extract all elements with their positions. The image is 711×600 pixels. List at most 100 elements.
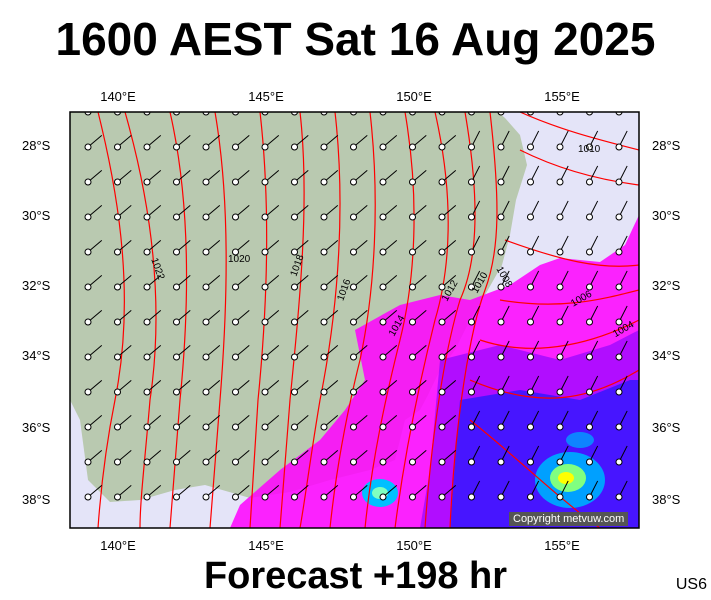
wind-barb-stem [294,112,296,113]
wind-station [379,388,387,396]
wind-station [291,318,298,326]
lon-label-top: 150°E [396,89,432,104]
wind-station [409,178,416,186]
wind-station [468,248,475,256]
wind-barb-stem [442,112,443,113]
wind-station [291,493,298,501]
wind-barb-stem [206,112,207,113]
wind-station [497,458,505,466]
wind-station [320,213,328,221]
wind-station [261,458,269,466]
wind-station [527,248,534,256]
wind-station [261,353,269,361]
wind-station [556,213,564,221]
wind-station [261,283,269,291]
wind-station [232,178,239,186]
wind-station [497,248,505,256]
wind-station [438,213,446,221]
wind-station [379,248,387,256]
wind-station [232,353,239,361]
lon-label-top: 140°E [100,89,136,104]
wind-station [320,248,328,256]
wind-station [320,388,328,396]
isobar-label: 1010 [578,144,601,155]
lat-label-left: 30°S [22,208,51,223]
wind-station [320,353,328,361]
wind-station [409,458,416,466]
wind-station [173,283,180,291]
wind-station [173,213,180,221]
wind-station [438,388,446,396]
lat-label-left: 28°S [22,138,51,153]
wind-station [114,248,121,256]
wind-station [320,423,328,431]
wind-station [497,388,505,396]
wind-station [350,143,357,151]
wind-station [409,143,416,151]
copyright-notice: Copyright metvuw.com [509,512,629,526]
wind-station [527,388,534,396]
wind-station [202,143,210,151]
wind-station [468,458,475,466]
wind-station [615,423,623,431]
wind-station [291,353,298,361]
wind-station [379,353,387,361]
wind-station [143,248,151,256]
wind-station [468,213,475,221]
wind-station [615,353,623,361]
wind-station [379,493,387,501]
wind-station [350,248,357,256]
lat-label-right: 36°S [652,420,681,435]
wind-station [232,318,239,326]
wind-station [232,248,239,256]
wind-station [527,458,534,466]
wind-station [84,388,92,396]
wind-station [202,493,210,501]
wind-station [497,493,505,501]
wind-station [556,493,564,501]
wind-station [556,423,564,431]
wind-barb-stem [324,112,325,113]
isobars [97,112,639,528]
wind-station [527,143,534,151]
wind-station [114,213,121,221]
wind-station [556,248,564,256]
lon-label-top: 145°E [248,89,284,104]
wind-station [615,213,623,221]
wind-station [261,248,269,256]
wind-station [497,423,505,431]
wind-station [409,318,416,326]
wind-station [615,178,623,186]
wind-station [261,178,269,186]
wind-station [379,318,387,326]
wind-station [143,178,151,186]
lat-label-left: 36°S [22,420,51,435]
wind-station [114,388,121,396]
wind-station [232,388,239,396]
lat-label-right: 32°S [652,278,681,293]
wind-station [586,388,593,396]
wind-station [350,353,357,361]
wind-station [379,458,387,466]
wind-station [261,493,269,501]
wind-station [409,283,416,291]
wind-station [497,178,505,186]
wind-station [84,458,92,466]
wind-station [143,353,151,361]
wind-station [497,213,505,221]
wind-station [114,423,121,431]
wind-station [173,178,180,186]
wind-station [497,283,505,291]
wind-station [350,388,357,396]
wind-station [173,248,180,256]
wind-station [350,213,357,221]
wind-barb-stem [589,112,591,113]
wind-station [468,318,475,326]
wind-station [114,353,121,361]
wind-station [615,493,623,501]
wind-station [202,388,210,396]
wind-station [468,283,475,291]
station-code: US6 [675,576,707,593]
wind-station [438,248,446,256]
